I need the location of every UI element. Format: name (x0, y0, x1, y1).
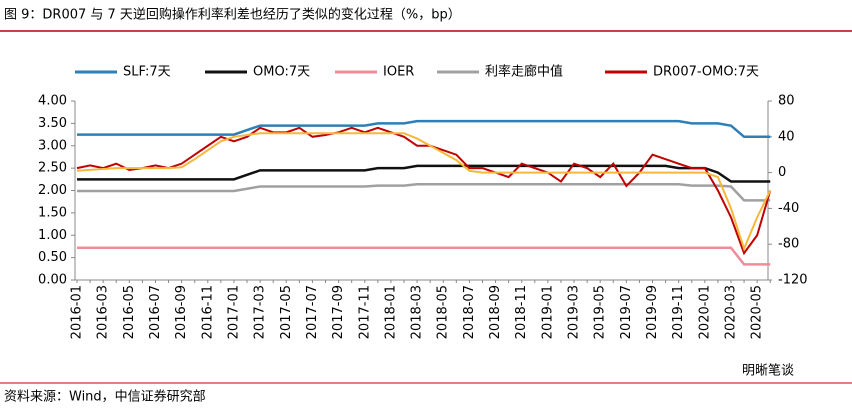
x-tick-label: 2016-03 (96, 285, 111, 339)
source: 资料来源：Wind，中信证券研究部 (4, 389, 206, 405)
y-tick-label: 1.50 (38, 205, 67, 220)
x-tick-label: 2018-05 (436, 285, 451, 339)
x-tick-label: 2020-05 (750, 285, 765, 339)
x-tick-label: 2020-03 (724, 285, 739, 339)
x-tick-label: 2018-03 (410, 285, 425, 339)
series-line (77, 246, 771, 266)
y2-tick-label: 80 (778, 94, 795, 109)
series-line (77, 119, 771, 139)
x-tick-label: 2016-07 (148, 285, 163, 339)
x-tick-label: 2017-07 (305, 285, 320, 339)
series-line (77, 182, 771, 202)
x-tick-label: 2019-05 (593, 285, 608, 339)
x-tick-label: 2019-11 (671, 285, 686, 339)
x-tick-label: 2019-07 (619, 285, 634, 339)
y-tick-label: 0.50 (38, 250, 67, 265)
y-tick-label: 3.00 (38, 138, 67, 153)
watermark: 明晰笔谈 (742, 363, 794, 379)
x-tick-label: 2017-11 (357, 285, 372, 339)
y2-tick-label: -80 (778, 237, 799, 252)
y-tick-label: 2.00 (38, 183, 67, 198)
x-tick-label: 2018-09 (488, 285, 503, 339)
x-tick-label: 2019-01 (540, 285, 555, 339)
series-line (76, 132, 772, 252)
y-tick-label: 0.00 (38, 273, 67, 288)
legend-label: OMO:7天 (253, 65, 310, 80)
x-tick-label: 2020-01 (697, 285, 712, 339)
y-tick-label: 3.50 (38, 116, 67, 131)
legend-label: 利率走廊中值 (485, 64, 563, 80)
series-line (76, 126, 772, 256)
legend-label: SLF:7天 (123, 65, 171, 80)
x-tick-label: 2019-09 (645, 285, 660, 339)
chart-title: 图 9：DR007 与 7 天逆回购操作利率利差也经历了类似的变化过程（%，bp… (4, 7, 461, 23)
x-tick-label: 2018-07 (462, 285, 477, 339)
y2-tick-label: 0 (778, 165, 786, 180)
x-tick-label: 2016-01 (70, 285, 85, 339)
x-tick-label: 2017-09 (331, 285, 346, 339)
y-tick-label: 2.50 (38, 161, 67, 176)
y2-tick-label: -120 (778, 273, 808, 288)
y-tick-label: 1.00 (38, 228, 67, 243)
x-tick-label: 2018-01 (383, 285, 398, 339)
x-tick-label: 2017-03 (253, 285, 268, 339)
x-tick-label: 2019-03 (567, 285, 582, 339)
y-tick-label: 4.00 (38, 94, 67, 109)
series-line (77, 164, 771, 183)
x-tick-label: 2016-11 (200, 285, 215, 339)
legend-label: IOER (383, 65, 414, 80)
x-tick-label: 2016-09 (174, 285, 189, 339)
x-tick-label: 2018-11 (514, 285, 529, 339)
legend-label: DR007-OMO:7天 (653, 65, 759, 80)
y2-tick-label: -40 (778, 201, 799, 216)
x-tick-label: 2016-05 (122, 285, 137, 339)
x-tick-label: 2017-01 (226, 285, 241, 339)
y2-tick-label: 40 (778, 129, 795, 144)
x-tick-label: 2017-05 (279, 285, 294, 339)
